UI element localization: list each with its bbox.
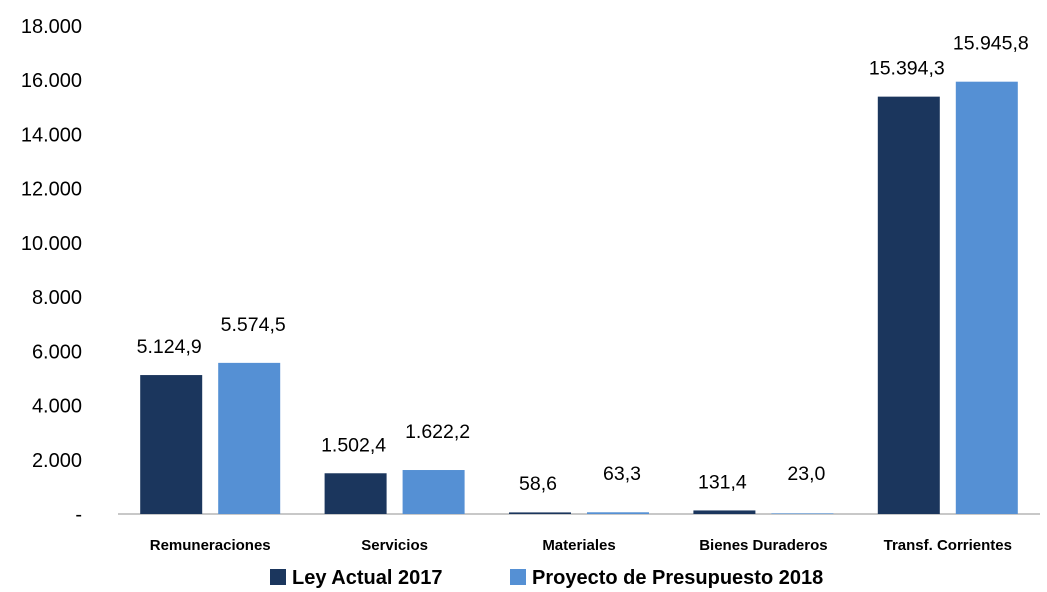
data-label: 1.502,4 — [321, 434, 386, 456]
data-label: 5.574,5 — [221, 314, 286, 336]
x-tick-label: Transf. Corrientes — [884, 537, 1012, 554]
data-label: 1.622,2 — [405, 421, 470, 443]
x-tick-label: Materiales — [542, 537, 615, 554]
data-label: 63,3 — [603, 463, 641, 485]
x-tick-label: Servicios — [361, 537, 428, 554]
y-tick-label: 6.000 — [32, 341, 82, 363]
bar-ley-actual-2017 — [509, 512, 571, 514]
data-label: 15.394,3 — [869, 58, 945, 80]
bar-proyecto-2018 — [587, 512, 649, 514]
x-tick-label: Remuneraciones — [150, 537, 271, 554]
legend-label: Proyecto de Presupuesto 2018 — [532, 567, 823, 589]
x-tick-label: Bienes Duraderos — [699, 537, 827, 554]
y-tick-label: 18.000 — [21, 16, 82, 38]
data-labels: 5.124,9 5.574,5 1.502,4 1.622,2 58,6 63,3 131,… — [137, 33, 1029, 495]
y-axis: - 2.000 4.000 6.000 8.000 10.000 12.000 14.000 1… — [21, 16, 82, 526]
y-tick-label: 12.000 — [21, 179, 82, 201]
bar-proyecto-2018 — [955, 81, 1018, 514]
y-tick-label: - — [75, 504, 82, 526]
bar-ley-actual-2017 — [140, 375, 203, 514]
bar-ley-actual-2017 — [877, 96, 940, 514]
bar-proyecto-2018 — [402, 470, 465, 514]
data-label: 58,6 — [519, 473, 557, 495]
y-tick-label: 2.000 — [32, 450, 82, 472]
y-tick-label: 14.000 — [21, 124, 82, 146]
bar-proyecto-2018 — [771, 513, 834, 514]
bars — [140, 81, 1018, 514]
data-label: 15.945,8 — [953, 33, 1029, 55]
x-axis: Remuneraciones Servicios Materiales Bienes … — [150, 537, 1012, 554]
bar-ley-actual-2017 — [324, 473, 387, 514]
data-label: 23,0 — [787, 463, 825, 485]
y-tick-label: 8.000 — [32, 287, 82, 309]
bar-ley-actual-2017 — [693, 510, 756, 514]
legend-swatch — [270, 569, 286, 585]
y-tick-label: 10.000 — [21, 233, 82, 255]
y-tick-label: 4.000 — [32, 396, 82, 418]
legend-label: Ley Actual 2017 — [292, 567, 442, 589]
legend: Ley Actual 2017 Proyecto de Presupuesto 2… — [270, 567, 823, 589]
y-tick-label: 16.000 — [21, 70, 82, 92]
data-label: 5.124,9 — [137, 336, 202, 358]
data-label: 131,4 — [698, 471, 747, 493]
bar-proyecto-2018 — [218, 362, 281, 514]
legend-swatch — [510, 569, 526, 585]
